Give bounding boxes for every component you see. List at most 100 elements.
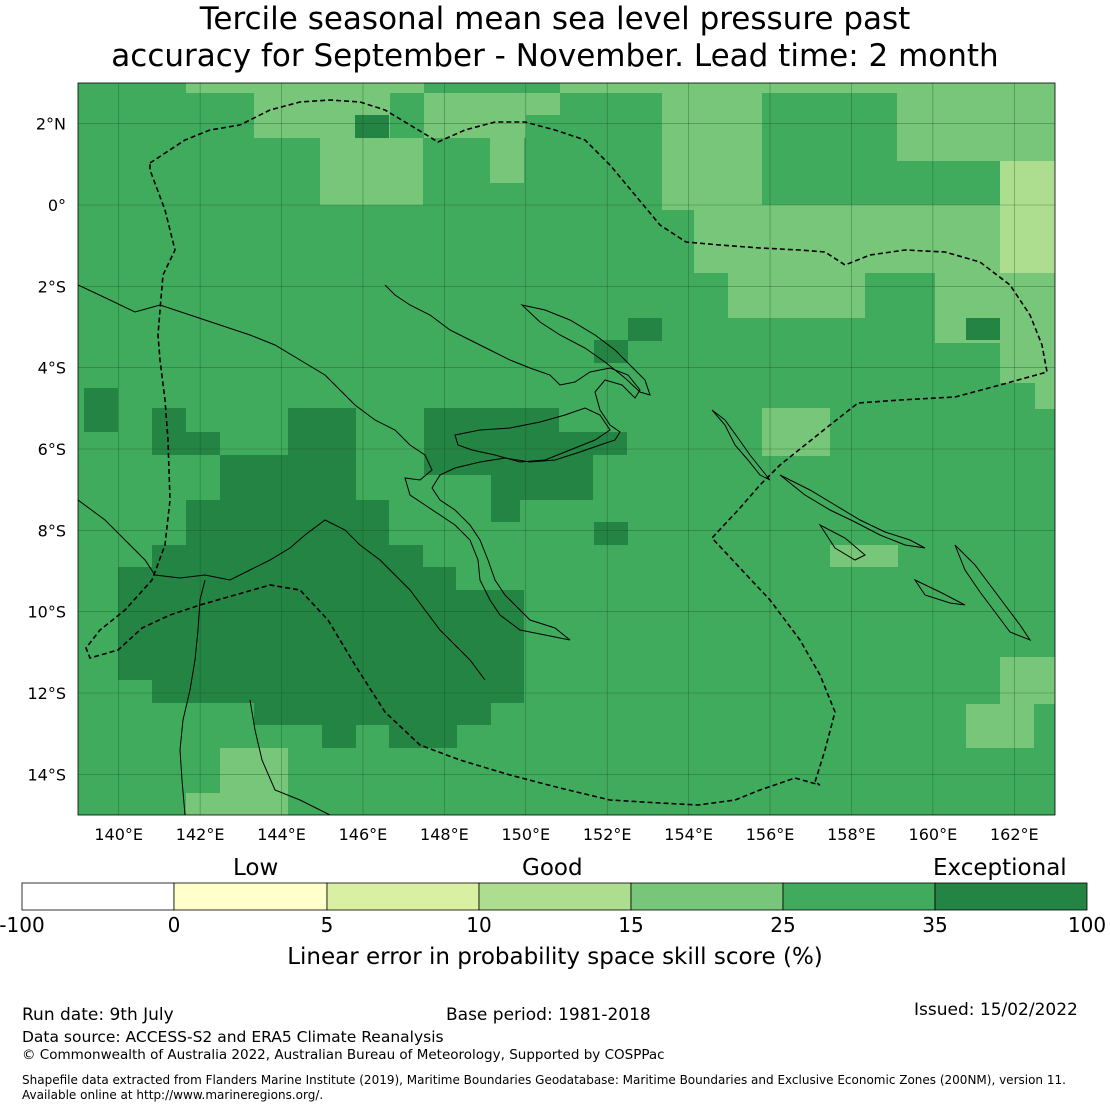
skill-cell xyxy=(662,83,762,210)
coastline-bougainville xyxy=(711,409,771,481)
skill-cell xyxy=(220,748,288,815)
colorbar-tick: -100 xyxy=(0,913,45,937)
skill-cell xyxy=(560,83,662,93)
map-area xyxy=(78,83,1055,815)
skill-cell xyxy=(594,522,628,545)
longitude-tick-label: 156°E xyxy=(746,825,795,844)
skill-cell xyxy=(762,408,830,456)
skill-cell xyxy=(1000,161,1055,273)
longitude-tick-label: 144°E xyxy=(257,825,306,844)
skill-cell xyxy=(186,432,220,455)
longitude-tick-label: 160°E xyxy=(909,825,958,844)
base-period: Base period: 1981-2018 xyxy=(446,1005,651,1025)
skill-cell xyxy=(320,138,423,205)
colorbar-segment xyxy=(630,882,784,911)
skill-cell xyxy=(966,704,1034,748)
skill-cell xyxy=(390,83,424,93)
eez-boundary xyxy=(85,99,1048,806)
map-frame xyxy=(77,82,1056,816)
longitude-tick-label: 142°E xyxy=(176,825,225,844)
skill-cell xyxy=(186,793,220,815)
skill-cell xyxy=(526,93,560,115)
skill-cell xyxy=(830,273,865,293)
latitude-tick-label: 10°S xyxy=(27,603,66,622)
skill-cells xyxy=(84,83,1055,815)
colorbar-tick: 0 xyxy=(167,913,181,937)
longitude-tick-label: 154°E xyxy=(664,825,713,844)
colorbar-tick: 100 xyxy=(1067,913,1107,937)
colorbar-segment xyxy=(326,882,480,911)
coastline-solomons xyxy=(779,474,1032,642)
colorbar-segment xyxy=(934,882,1088,911)
run-date: Run date: 9th July xyxy=(22,1005,174,1025)
colorbar-word-low: Low xyxy=(233,855,279,881)
shapefile-note-line-1: Shapefile data extracted from Flanders M… xyxy=(22,1073,1066,1087)
colorbar-segment xyxy=(478,882,632,911)
coastline-new-guinea xyxy=(78,284,641,641)
colorbar-word-exceptional: Exceptional xyxy=(933,855,1067,881)
colorbar-segment xyxy=(21,882,175,911)
skill-cell xyxy=(559,432,627,455)
data-source: Data source: ACCESS-S2 and ERA5 Climate … xyxy=(22,1028,444,1046)
longitude-tick-label: 146°E xyxy=(339,825,388,844)
latitude-tick-label: 14°S xyxy=(27,765,66,784)
skill-cell xyxy=(288,408,356,455)
colorbar-tick: 35 xyxy=(922,913,948,937)
skill-cell xyxy=(628,318,662,341)
latitude-tick-label: 2°S xyxy=(38,277,66,296)
longitude-tick-label: 140°E xyxy=(94,825,143,844)
skill-cell xyxy=(389,545,423,568)
skill-cell xyxy=(118,567,456,590)
longitude-tick-label: 150°E xyxy=(501,825,550,844)
colorbar-tick: 15 xyxy=(618,913,644,937)
skill-cell xyxy=(84,388,118,432)
longitude-tick-label: 162°E xyxy=(990,825,1039,844)
skill-cell xyxy=(1035,383,1055,409)
skill-cell xyxy=(220,455,356,500)
skill-cell xyxy=(186,83,254,93)
map-title-line-1: Tercile seasonal mean sea level pressure… xyxy=(199,1,911,37)
skill-cell xyxy=(186,500,389,545)
skill-cell xyxy=(490,138,524,183)
skill-cell xyxy=(322,725,356,748)
latitude-tick-label: 6°S xyxy=(38,440,66,459)
skill-cell xyxy=(355,115,389,138)
colorbar-segment xyxy=(173,882,328,911)
skill-cell xyxy=(118,635,524,680)
latitude-tick-label: 0° xyxy=(48,196,66,215)
skill-cell xyxy=(520,455,593,500)
coastline-australia xyxy=(78,499,486,815)
skill-cell xyxy=(254,703,491,725)
copyright-note: © Commonwealth of Australia 2022, Austra… xyxy=(22,1047,665,1063)
map-gridlines xyxy=(78,83,1055,815)
skill-cell xyxy=(152,680,524,703)
latitude-tick-labels: 2°N 0° 2°S 4°S 6°S 8°S 10°S 12°S 14°S xyxy=(27,115,66,785)
latitude-tick-label: 2°N xyxy=(36,115,66,134)
colorbar-tick: 10 xyxy=(466,913,492,937)
coastlines xyxy=(78,284,1032,815)
latitude-tick-label: 12°S xyxy=(27,684,66,703)
skill-cell xyxy=(152,545,423,567)
skill-cell xyxy=(491,455,520,522)
shapefile-note-line-2: Available online at http://www.marinereg… xyxy=(22,1088,324,1102)
skill-cell xyxy=(389,725,457,748)
coastline-new-britain xyxy=(454,407,611,463)
skill-cell xyxy=(424,93,526,138)
eez-boundary-png xyxy=(85,99,1048,806)
colorbar-tick: 5 xyxy=(320,913,334,937)
skill-cell xyxy=(118,590,524,635)
longitude-tick-label: 148°E xyxy=(420,825,469,844)
longitude-tick-labels: 140°E 142°E 144°E 146°E 148°E 150°E 152°E 154°E… xyxy=(94,825,1038,844)
colorbar-label: Linear error in probability space skill … xyxy=(287,944,823,970)
skill-cell xyxy=(594,340,628,363)
skill-cell xyxy=(762,83,897,93)
latitude-tick-label: 4°S xyxy=(38,359,66,378)
colorbar-tick: 25 xyxy=(770,913,796,937)
latitude-tick-label: 8°S xyxy=(38,521,66,540)
colorbar-word-good: Good xyxy=(522,855,583,881)
colorbar xyxy=(21,882,1088,911)
longitude-tick-label: 158°E xyxy=(827,825,876,844)
skill-cell xyxy=(966,318,1000,340)
skill-cell xyxy=(1000,657,1055,704)
